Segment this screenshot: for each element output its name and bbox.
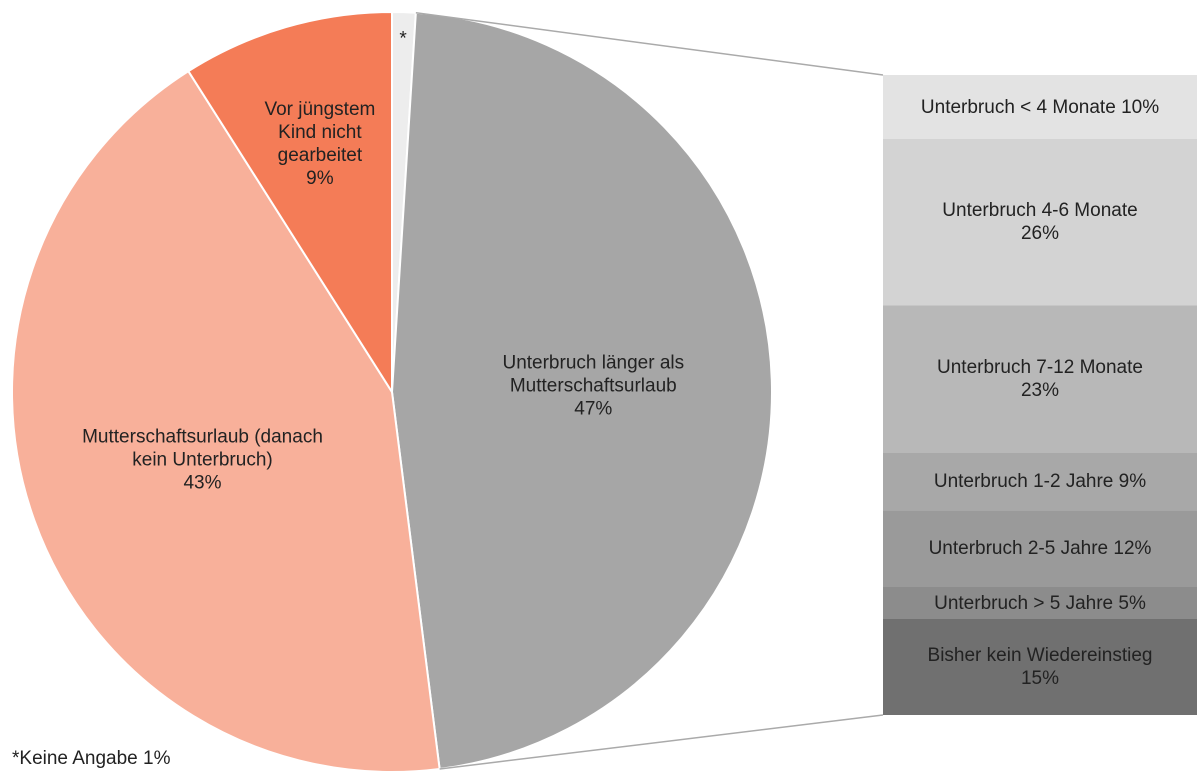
segment-value: 26% <box>1020 223 1059 245</box>
slice-value: 43% <box>183 472 222 494</box>
slice-name: * <box>399 28 407 50</box>
segment-name: Unterbruch 7-12 Monate <box>937 356 1143 378</box>
slice-value: 9% <box>306 167 334 189</box>
slice-name: Vor jüngstem Kind nicht gearbeitet <box>264 98 376 166</box>
bar-segment <box>883 587 1197 619</box>
segment-name: Bisher kein Wiedereinstieg <box>927 645 1153 666</box>
segment-text: Unterbruch 2-5 Jahre 12% <box>929 537 1152 560</box>
bar-segment <box>883 75 1197 139</box>
connector-line <box>415 12 884 76</box>
segment-text: Unterbruch 4-6 Monate 26% <box>942 199 1137 245</box>
segment-name: Unterbruch < 4 Monate <box>920 96 1116 118</box>
slice-label: Vor jüngstem Kind nicht gearbeitet 9% <box>250 98 390 190</box>
segment-label: Unterbruch 7-12 Monate 23% <box>883 305 1197 452</box>
segment-value: 23% <box>1020 379 1059 401</box>
segment-text: Bisher kein Wiedereinstieg 15% <box>928 644 1153 690</box>
bar-segment <box>883 619 1197 715</box>
segment-label: Unterbruch > 5 Jahre 5% <box>883 587 1197 619</box>
segment-text: Unterbruch 1-2 Jahre 9% <box>934 470 1146 493</box>
slice-label: * <box>393 27 413 50</box>
bar-segment <box>883 510 1197 587</box>
slice-value: 47% <box>574 398 613 420</box>
segment-label: Unterbruch 2-5 Jahre 12% <box>883 510 1197 587</box>
footnote: *Keine Angabe 1% <box>12 748 171 769</box>
pie-slice <box>390 11 773 771</box>
bar-segment <box>883 139 1197 306</box>
slice-label: Mutterschaftsurlaub (danach kein Unterbr… <box>73 426 333 495</box>
segment-text: Unterbruch 7-12 Monate 23% <box>937 356 1143 402</box>
connector-line <box>439 714 884 770</box>
segment-label: Unterbruch < 4 Monate 10% <box>883 75 1197 139</box>
segment-text: Unterbruch > 5 Jahre 5% <box>934 592 1146 615</box>
segment-value: 12% <box>1113 538 1152 560</box>
slice-name: Unterbruch länger als Mutterschaftsurlau… <box>502 352 685 397</box>
segment-name: Unterbruch 4-6 Monate <box>942 200 1138 222</box>
pie-slice <box>187 10 393 396</box>
segment-value: 5% <box>1118 592 1146 614</box>
segment-label: Unterbruch 1-2 Jahre 9% <box>883 453 1197 511</box>
segment-value: 9% <box>1118 470 1147 492</box>
slice-label: Unterbruch länger als Mutterschaftsurlau… <box>463 351 723 420</box>
pie-slice <box>11 69 441 772</box>
segment-value: 15% <box>1020 668 1059 689</box>
segment-value: 10% <box>1121 96 1160 118</box>
segment-text: Unterbruch < 4 Monate 10% <box>921 96 1159 119</box>
segment-name: Unterbruch 1-2 Jahre <box>933 470 1114 492</box>
segment-name: Unterbruch > 5 Jahre <box>934 592 1114 614</box>
segment-label: Bisher kein Wiedereinstieg 15% <box>883 619 1197 715</box>
bar-segment <box>883 452 1197 511</box>
segment-name: Unterbruch 2-5 Jahre <box>928 538 1109 560</box>
segment-label: Unterbruch 4-6 Monate 26% <box>883 139 1197 305</box>
slice-name: Mutterschaftsurlaub (danach kein Unterbr… <box>82 426 323 471</box>
bar-segment <box>883 305 1197 453</box>
